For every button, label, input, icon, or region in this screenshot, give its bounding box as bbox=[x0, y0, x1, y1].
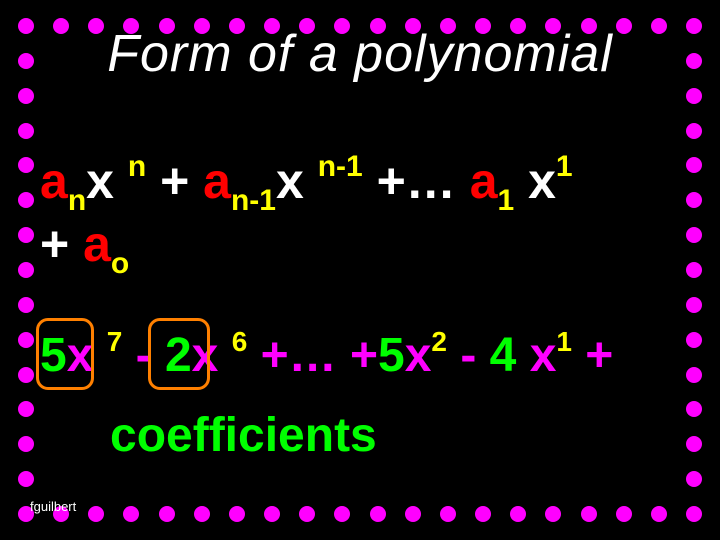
border-dot bbox=[510, 506, 526, 522]
border-dot bbox=[616, 506, 632, 522]
border-dot bbox=[18, 262, 34, 278]
border-dot bbox=[18, 123, 34, 139]
border-dot bbox=[686, 88, 702, 104]
border-dot bbox=[581, 506, 597, 522]
border-dot bbox=[18, 332, 34, 348]
border-dot bbox=[545, 506, 561, 522]
border-dot bbox=[440, 506, 456, 522]
coefficients-label: coefficients bbox=[110, 408, 377, 463]
border-dot bbox=[686, 297, 702, 313]
highlight-box-1 bbox=[36, 318, 94, 390]
author-credit: fguilbert bbox=[30, 499, 76, 514]
border-dot bbox=[123, 506, 139, 522]
border-dot bbox=[686, 123, 702, 139]
border-dot bbox=[475, 506, 491, 522]
highlight-box-2 bbox=[148, 318, 210, 390]
border-dot bbox=[686, 401, 702, 417]
border-dot bbox=[18, 401, 34, 417]
border-dot bbox=[299, 506, 315, 522]
border-dot bbox=[264, 506, 280, 522]
border-dot bbox=[18, 471, 34, 487]
border-dot bbox=[18, 367, 34, 383]
border-dot bbox=[405, 506, 421, 522]
border-dot bbox=[334, 506, 350, 522]
border-dot bbox=[229, 506, 245, 522]
border-dot bbox=[18, 297, 34, 313]
example-polynomial: 5x 7 - 2x 6 +… +5x2 - 4 x1 + bbox=[40, 328, 720, 383]
border-dot bbox=[370, 506, 386, 522]
border-dot bbox=[686, 471, 702, 487]
page-title: Form of a polynomial bbox=[0, 24, 720, 84]
border-dot bbox=[194, 506, 210, 522]
border-dot bbox=[686, 436, 702, 452]
border-dot bbox=[18, 88, 34, 104]
border-dot bbox=[18, 227, 34, 243]
border-dot bbox=[88, 506, 104, 522]
border-dot bbox=[159, 506, 175, 522]
border-dot bbox=[18, 436, 34, 452]
slide: Form of a polynomial anx n + an-1x n-1 +… bbox=[0, 0, 720, 540]
border-dot bbox=[686, 506, 702, 522]
generic-polynomial: anx n + an-1x n-1 +… a1 x1+ ao bbox=[40, 150, 690, 275]
border-dot bbox=[18, 192, 34, 208]
border-dot bbox=[18, 157, 34, 173]
border-dot bbox=[651, 506, 667, 522]
